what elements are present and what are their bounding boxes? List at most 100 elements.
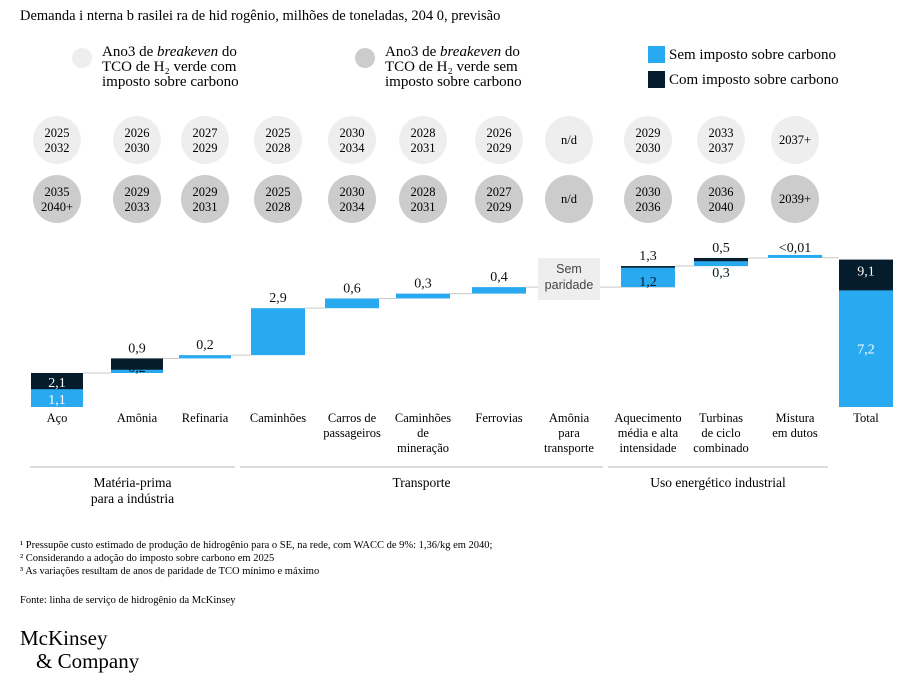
group-label-1-0: Transporte — [392, 475, 450, 490]
category-label-7-0: Amônia — [549, 411, 590, 425]
category-label-10-0: Mistura — [776, 411, 815, 425]
breakeven-without-tax-6-text-0: 2027 — [487, 185, 512, 199]
bar-6 — [472, 287, 526, 294]
breakeven-with-tax-8-text-0: 2029 — [636, 126, 661, 140]
breakeven-with-tax-0-text-0: 2025 — [45, 126, 70, 140]
breakeven-without-tax-5-text-0: 2028 — [411, 185, 436, 199]
breakeven-with-tax-3-text-0: 2025 — [266, 126, 291, 140]
category-label-4-0: Carros de — [328, 411, 377, 425]
breakeven-without-tax-5-circle — [399, 175, 447, 223]
breakeven-with-tax-3-circle — [254, 116, 302, 164]
value-label-5: 0,3 — [414, 277, 432, 292]
value-label-10: <0,01 — [779, 241, 811, 256]
breakeven-without-tax-8-circle — [624, 175, 672, 223]
legend-circle-without-tax-line1a: Ano3 de — [385, 44, 440, 60]
breakeven-with-tax-0-circle — [33, 116, 81, 164]
category-label-6-0: Ferrovias — [475, 411, 522, 425]
legend-circle-with-tax-line2: TCO de H₂ verde com — [102, 59, 237, 75]
breakeven-with-tax-0-text-1: 2032 — [45, 141, 70, 155]
value-label-with-tax-0: 2,1 — [48, 376, 66, 391]
breakeven-without-tax-9-circle — [697, 175, 745, 223]
value-label-without-tax-0: 1,1 — [48, 393, 66, 408]
breakeven-with-tax-8-text-1: 2030 — [636, 141, 661, 155]
bar-with-tax-1 — [111, 358, 163, 373]
breakeven-without-tax-9-text-1: 2040 — [709, 200, 734, 214]
group-label-2-0: Uso energético industrial — [650, 475, 786, 490]
breakeven-with-tax-1-text-0: 2026 — [125, 126, 150, 140]
breakeven-without-tax-7-text: n/d — [561, 192, 578, 206]
breakeven-with-tax-7-text: n/d — [561, 133, 578, 147]
breakeven-with-tax-4-circle — [328, 116, 376, 164]
breakeven-with-tax-8-circle — [624, 116, 672, 164]
legend-circle-without-tax-line3: imposto sobre carbono — [385, 74, 522, 90]
group-label-0-1: para a indústria — [91, 491, 174, 506]
category-label-3-0: Caminhões — [250, 411, 306, 425]
breakeven-with-tax-2-circle — [181, 116, 229, 164]
mckinsey-logo: McKinsey & Company — [20, 626, 140, 673]
breakeven-without-tax-1-text-0: 2029 — [125, 185, 150, 199]
value-labels: 2,1 1,1 0,9 0,2 0,2 2,9 0,6 0,3 0,4 1,3 1,2 0,5 0,3 <… — [48, 241, 875, 408]
breakeven-without-tax-2-text-1: 2031 — [193, 200, 218, 214]
breakeven-with-tax-10-circle — [771, 116, 819, 164]
bar-4 — [325, 298, 379, 309]
legend-circle-without-tax-line1c: do — [501, 44, 520, 60]
breakeven-with-tax-4-text-0: 2030 — [340, 126, 365, 140]
value-label-with-tax-1: 0,9 — [128, 341, 146, 356]
value-label-with-tax-8: 1,3 — [639, 249, 657, 264]
bar-without-tax-1 — [111, 369, 163, 373]
bar-2 — [179, 355, 231, 359]
breakeven-without-tax-3-circle — [254, 175, 302, 223]
no-parity-bg — [538, 258, 600, 300]
legend-circle-with-tax-label: Ano3 de breakeven do TCO de H₂ verde com… — [102, 44, 241, 90]
bar-without-tax-9 — [694, 261, 748, 267]
value-label-6: 0,4 — [490, 270, 508, 285]
category-label-5-2: mineração — [397, 441, 449, 455]
value-label-without-tax-9: 0,3 — [712, 266, 730, 281]
breakeven-with-tax-9-circle — [697, 116, 745, 164]
breakeven-without-tax-4-text-1: 2034 — [340, 200, 366, 214]
value-label-with-tax-11: 9,1 — [857, 265, 875, 280]
breakeven-without-tax-7-circle — [545, 175, 593, 223]
breakeven-with-tax-7-circle — [545, 116, 593, 164]
footnotes: ¹ Pressupõe custo estimado de produção d… — [20, 540, 493, 606]
category-label-8-0: Aquecimento — [614, 411, 681, 425]
category-label-2-0: Refinaria — [182, 411, 229, 425]
category-label-9-0: Turbinas — [699, 411, 743, 425]
category-label-4-1: passageiros — [323, 426, 381, 440]
legend-circle-without-tax-line2: TCO de H₂ verde sem — [385, 59, 518, 75]
category-label-5-0: Caminhões — [395, 411, 451, 425]
breakeven-without-tax-3-text-1: 2028 — [266, 200, 291, 214]
breakeven-without-tax-6-text-1: 2029 — [487, 200, 512, 214]
value-label-4: 0,6 — [343, 281, 361, 296]
category-label-9-1: de ciclo — [701, 426, 740, 440]
no-parity-box: Sem paridade — [538, 258, 600, 300]
breakeven-with-tax-4-text-1: 2034 — [340, 141, 366, 155]
breakeven-without-tax-2-text-0: 2029 — [193, 185, 218, 199]
breakeven-with-tax-7: n/d — [545, 116, 593, 164]
value-label-without-tax-1: 0,2 — [128, 361, 146, 376]
category-labels: Aço Amônia Refinaria Caminhões Carros depass… — [47, 411, 880, 455]
footnote-3: ³ As variações resultam de anos de parid… — [20, 566, 319, 577]
breakeven-without-tax-0-text-1: 2040+ — [41, 200, 73, 214]
logo-line-2: & Company — [36, 649, 140, 673]
category-label-10-1: em dutos — [772, 426, 818, 440]
breakeven-without-tax-10-circle — [771, 175, 819, 223]
category-label-11-0: Total — [853, 411, 879, 425]
breakeven-with-tax-5-circle — [399, 116, 447, 164]
category-label-8-1: média e alta — [618, 426, 679, 440]
breakeven-without-tax-3-text-0: 2025 — [266, 185, 291, 199]
category-label-5-1: de — [417, 426, 429, 440]
bar-5 — [396, 293, 450, 299]
